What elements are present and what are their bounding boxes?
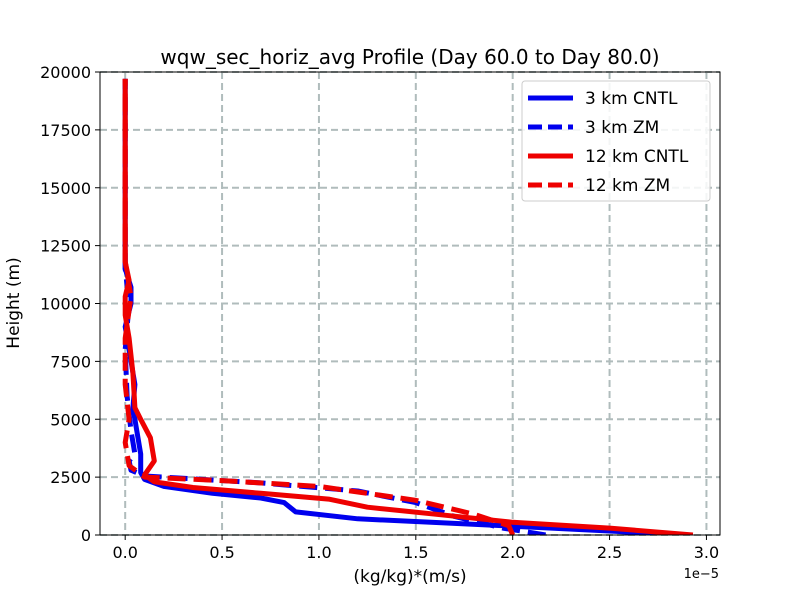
legend-label: 3 km ZM: [585, 118, 659, 138]
x-axis-offset-label: 1e−5: [684, 567, 719, 582]
y-tick-label: 12500: [40, 237, 91, 256]
x-tick-label: 2.5: [597, 543, 622, 562]
x-axis-ticks: 0.0 0.5 1.0 1.5 2.0 2.5 3.0: [112, 535, 719, 562]
legend-label: 12 km CNTL: [585, 147, 689, 167]
x-tick-label: 1.0: [306, 543, 331, 562]
series-line-12-km-zm: [122, 78, 516, 535]
legend-label: 3 km CNTL: [585, 89, 678, 109]
x-tick-label: 3.0: [694, 543, 719, 562]
plot-area: [122, 78, 694, 535]
legend-label: 12 km ZM: [585, 176, 670, 196]
y-tick-label: 2500: [50, 468, 91, 487]
x-tick-label: 0.0: [112, 543, 137, 562]
legend: 3 km CNTL 3 km ZM 12 km CNTL 12 km ZM: [521, 80, 711, 202]
y-axis-label: Height (m): [4, 257, 24, 348]
series-lines: [122, 78, 694, 535]
y-tick-label: 10000: [40, 295, 91, 314]
series-line-3-km-cntl: [122, 78, 664, 535]
y-tick-label: 5000: [50, 410, 91, 429]
x-tick-label: 2.0: [500, 543, 525, 562]
x-axis-label: (kg/kg)*(m/s): [353, 567, 466, 587]
y-tick-label: 7500: [50, 352, 91, 371]
legend-entries: 3 km CNTL 3 km ZM 12 km CNTL 12 km ZM: [528, 89, 689, 196]
x-tick-label: 1.5: [403, 543, 428, 562]
y-tick-label: 15000: [40, 179, 91, 198]
x-tick-label: 0.5: [209, 543, 234, 562]
axes-frame: [99, 71, 721, 536]
y-axis-ticks: 0 2500 5000 7500 10000 12500 15000 17500 20000: [40, 63, 100, 545]
y-tick-label: 0: [81, 526, 91, 545]
chart-title: wqw_sec_horiz_avg Profile (Day 60.0 to D…: [160, 45, 659, 69]
y-tick-label: 20000: [40, 63, 91, 82]
y-tick-label: 17500: [40, 121, 91, 140]
legend-box: [521, 80, 711, 202]
